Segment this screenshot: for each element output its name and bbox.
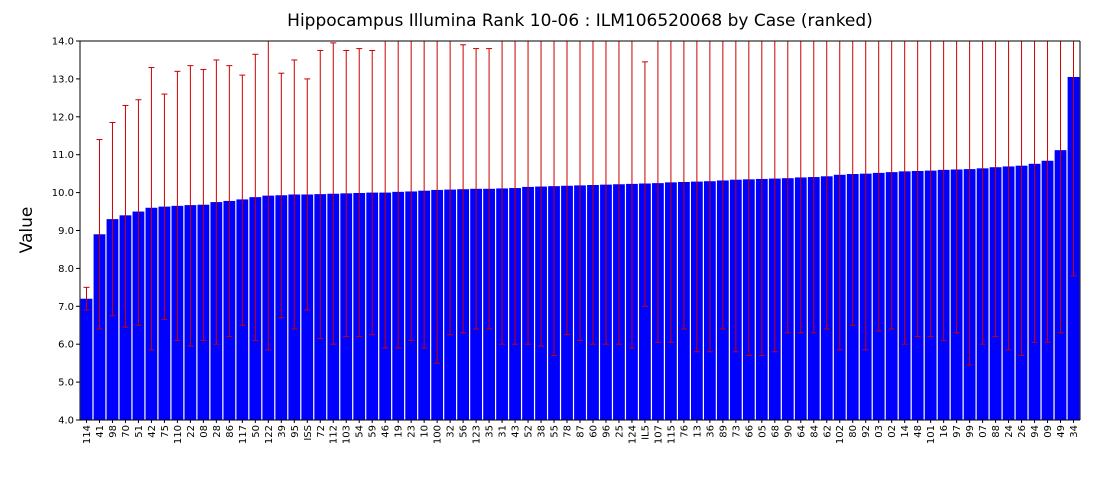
x-tick-label-36: 36	[705, 425, 716, 438]
x-tick-label-68: 68	[770, 425, 781, 438]
x-tick-label-102: 102	[835, 425, 846, 444]
x-tick-label-39: 39	[277, 425, 288, 438]
y-tick-label-14.0: 14.0	[52, 37, 74, 48]
x-tick-label-94: 94	[1030, 425, 1041, 438]
x-tick-label-16: 16	[939, 425, 950, 438]
x-tick-label-103: 103	[342, 425, 353, 444]
chart-title: Hippocampus Illumina Rank 10-06 : ILM106…	[287, 11, 873, 31]
x-tick-label-73: 73	[731, 425, 742, 438]
x-tick-label-98: 98	[108, 425, 119, 438]
x-tick-label-09: 09	[1043, 425, 1054, 438]
x-tick-label-10: 10	[420, 425, 431, 438]
x-tick-label-70: 70	[121, 425, 132, 438]
y-ticks-group: 4.0 5.0 6.0 7.0 8.0 9.0 10.0 11.0 12.0 13.0 14.0	[52, 37, 80, 427]
x-tick-label-123: 123	[472, 425, 483, 444]
x-tick-label-31: 31	[498, 425, 509, 438]
x-tick-label-107: 107	[653, 425, 664, 444]
x-tick-label-76: 76	[679, 425, 690, 438]
y-tick-label-10.0: 10.0	[52, 188, 74, 199]
y-tick-label-9.0: 9.0	[58, 226, 74, 237]
x-tick-label-26: 26	[1017, 425, 1028, 438]
x-tick-label-95: 95	[290, 425, 301, 438]
x-tick-label-23: 23	[407, 425, 418, 438]
x-tick-label-80: 80	[848, 425, 859, 438]
x-tick-label-59: 59	[368, 425, 379, 438]
x-tick-label-110: 110	[173, 425, 184, 444]
x-tick-label-115: 115	[666, 425, 677, 444]
x-tick-label-54: 54	[355, 425, 366, 438]
x-tick-label-32: 32	[446, 425, 457, 438]
x-tick-label-62: 62	[822, 425, 833, 438]
x-tick-label-42: 42	[147, 425, 158, 438]
x-tick-label-28: 28	[212, 425, 223, 438]
x-tick-label-64: 64	[796, 425, 807, 438]
x-tick-label-87: 87	[576, 425, 587, 438]
y-axis-label: Value	[17, 207, 37, 254]
error-bars-group	[83, 41, 1077, 366]
x-tick-label-34: 34	[1069, 425, 1080, 438]
x-tick-label-55: 55	[550, 425, 561, 438]
x-tick-label-78: 78	[563, 425, 574, 438]
y-tick-label-12.0: 12.0	[52, 112, 74, 123]
x-tick-label-124: 124	[627, 425, 638, 444]
y-tick-label-13.0: 13.0	[52, 74, 74, 85]
y-tick-label-6.0: 6.0	[58, 340, 74, 351]
x-tick-label-19: 19	[394, 425, 405, 438]
x-tick-label-41: 41	[95, 425, 106, 438]
x-tick-label-14: 14	[900, 425, 911, 438]
x-tick-label-84: 84	[809, 425, 820, 438]
x-tick-label-56: 56	[459, 425, 470, 438]
x-tick-label-08: 08	[199, 425, 210, 438]
x-tick-label-05: 05	[757, 425, 768, 438]
x-tick-label-51: 51	[134, 425, 145, 438]
x-tick-label-117: 117	[238, 425, 249, 444]
x-tick-label-97: 97	[952, 425, 963, 438]
x-tick-label-66: 66	[744, 425, 755, 438]
x-tick-label-75: 75	[160, 425, 171, 438]
y-tick-label-7.0: 7.0	[58, 302, 74, 313]
x-tick-label-35: 35	[485, 425, 496, 438]
y-tick-label-8.0: 8.0	[58, 264, 74, 275]
bar-98	[106, 219, 119, 420]
x-tick-label-90: 90	[783, 425, 794, 438]
x-tick-label-72: 72	[316, 425, 327, 438]
x-tick-label-92: 92	[861, 425, 872, 438]
x-tick-label-13: 13	[692, 425, 703, 438]
x-ticks-group: 114 41 98 70 51 42 75 110 22 08 28 86 117 50 122 39 95 IS…	[82, 420, 1080, 444]
x-tick-label-38: 38	[537, 425, 548, 438]
x-tick-label-101: 101	[926, 425, 937, 444]
y-tick-label-4.0: 4.0	[58, 416, 74, 427]
x-tick-label-46: 46	[381, 425, 392, 438]
x-tick-label-24: 24	[1004, 425, 1015, 438]
y-tick-label-5.0: 5.0	[58, 378, 74, 389]
x-tick-label-89: 89	[718, 425, 729, 438]
x-tick-label-43: 43	[511, 425, 522, 438]
x-tick-label-07: 07	[978, 425, 989, 438]
x-tick-label-ISS: ISS	[303, 425, 314, 441]
x-tick-label-88: 88	[991, 425, 1002, 438]
x-tick-label-96: 96	[601, 425, 612, 438]
x-tick-label-100: 100	[433, 425, 444, 444]
x-tick-label-114: 114	[82, 425, 93, 444]
x-tick-label-49: 49	[1056, 425, 1067, 438]
x-tick-label-52: 52	[524, 425, 535, 438]
x-tick-label-50: 50	[251, 425, 262, 438]
x-tick-label-112: 112	[329, 425, 340, 444]
x-tick-label-03: 03	[874, 425, 885, 438]
x-tick-label-122: 122	[264, 425, 275, 444]
bar-114	[80, 298, 93, 420]
x-tick-label-22: 22	[186, 425, 197, 438]
x-tick-label-99: 99	[965, 425, 976, 438]
x-tick-label-25: 25	[614, 425, 625, 438]
x-tick-label-48: 48	[913, 425, 924, 438]
x-tick-label-02: 02	[887, 425, 898, 438]
y-tick-label-11.0: 11.0	[52, 150, 74, 161]
x-tick-label-60: 60	[588, 425, 599, 438]
x-tick-label-86: 86	[225, 425, 236, 438]
x-tick-label-IL5: IL5	[640, 425, 651, 440]
